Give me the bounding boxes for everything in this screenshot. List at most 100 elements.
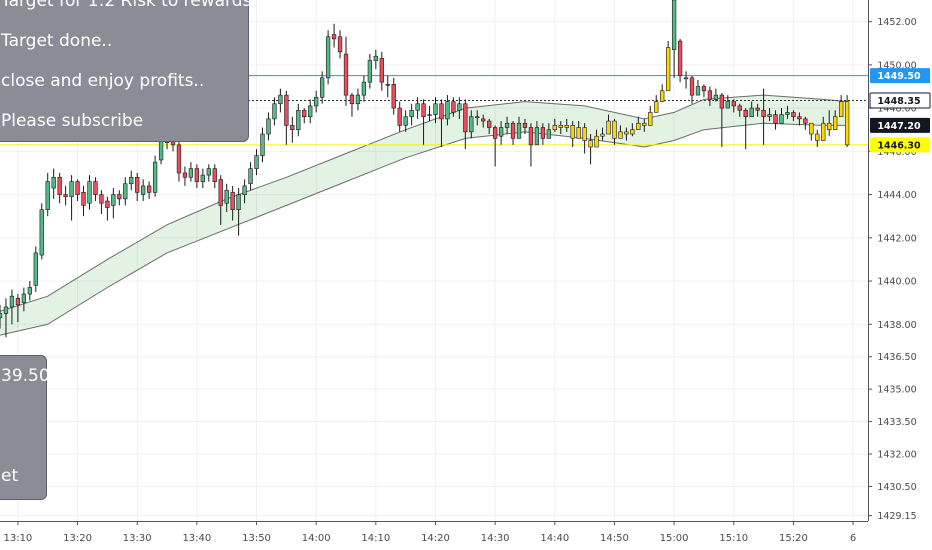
candle[interactable] — [278, 88, 283, 113]
candle[interactable] — [558, 121, 563, 135]
candle[interactable] — [63, 185, 68, 206]
candle[interactable] — [81, 185, 86, 217]
candle[interactable] — [385, 75, 390, 98]
candle[interactable] — [785, 105, 790, 119]
candle[interactable] — [713, 88, 719, 102]
candle[interactable] — [445, 95, 450, 126]
candle[interactable] — [498, 121, 504, 145]
price-label[interactable]: 1447.20 — [870, 117, 930, 133]
candle[interactable] — [123, 177, 128, 206]
candle[interactable] — [695, 79, 701, 96]
candle[interactable] — [660, 84, 665, 102]
candle[interactable] — [415, 97, 420, 119]
candle[interactable] — [457, 97, 462, 119]
candle[interactable] — [516, 116, 522, 139]
candle[interactable] — [588, 134, 593, 165]
candle[interactable] — [284, 90, 289, 145]
candle[interactable] — [319, 71, 325, 104]
candle[interactable] — [3, 298, 9, 338]
candle[interactable] — [636, 116, 641, 131]
candle[interactable] — [188, 162, 194, 182]
candle[interactable] — [254, 149, 259, 176]
candle[interactable] — [99, 190, 104, 215]
candle[interactable] — [779, 108, 784, 124]
annotation-note-top[interactable]: Target for 1:2 Risk to rewards Target do… — [0, 0, 251, 142]
candle[interactable] — [481, 114, 486, 128]
candle[interactable] — [367, 54, 373, 89]
candle[interactable] — [421, 99, 426, 145]
candle[interactable] — [93, 177, 98, 202]
candle[interactable] — [57, 172, 62, 204]
candle[interactable] — [242, 179, 247, 204]
candle[interactable] — [266, 112, 271, 141]
candle[interactable] — [355, 88, 361, 111]
candle[interactable] — [510, 121, 516, 145]
candle[interactable] — [528, 123, 534, 167]
candle[interactable] — [833, 110, 838, 131]
candle[interactable] — [325, 30, 331, 85]
candle[interactable] — [451, 97, 456, 117]
candle[interactable] — [576, 121, 581, 139]
candle[interactable] — [749, 101, 754, 118]
candle[interactable] — [719, 92, 724, 148]
candle[interactable] — [39, 203, 44, 260]
price-label[interactable]: 1448.35 — [869, 92, 931, 109]
candle[interactable] — [534, 121, 540, 146]
candle[interactable] — [624, 127, 629, 141]
candle[interactable] — [27, 281, 32, 301]
candle[interactable] — [212, 164, 217, 189]
candle[interactable] — [105, 196, 110, 221]
candle[interactable] — [379, 51, 384, 91]
candle[interactable] — [546, 123, 551, 139]
candle[interactable] — [475, 110, 480, 126]
candle[interactable] — [403, 110, 408, 132]
candle[interactable] — [803, 116, 808, 130]
candle[interactable] — [176, 140, 182, 182]
candle[interactable] — [827, 110, 832, 137]
candle[interactable] — [200, 168, 205, 189]
candle[interactable] — [594, 129, 599, 148]
candle[interactable] — [111, 188, 116, 219]
candle[interactable] — [135, 172, 140, 202]
candle[interactable] — [683, 71, 689, 89]
candle[interactable] — [427, 105, 432, 122]
candle[interactable] — [397, 101, 402, 132]
candle[interactable] — [182, 166, 188, 186]
candle[interactable] — [296, 103, 301, 137]
candle[interactable] — [606, 114, 611, 135]
candle[interactable] — [725, 95, 730, 109]
candle[interactable] — [224, 183, 229, 212]
candle[interactable] — [433, 97, 438, 124]
candle[interactable] — [492, 125, 498, 167]
candle[interactable] — [564, 118, 569, 132]
candle[interactable] — [152, 155, 158, 197]
candle[interactable] — [463, 99, 468, 150]
candle[interactable] — [773, 110, 778, 130]
candle[interactable] — [839, 95, 844, 118]
candle[interactable] — [671, 0, 677, 78]
candle[interactable] — [701, 84, 707, 98]
candle[interactable] — [236, 188, 241, 236]
candle[interactable] — [797, 112, 802, 126]
candle[interactable] — [391, 77, 396, 115]
candle[interactable] — [677, 38, 683, 83]
candle[interactable] — [51, 168, 56, 199]
candle[interactable] — [248, 162, 253, 191]
candle[interactable] — [218, 175, 223, 225]
candle[interactable] — [87, 175, 92, 210]
candle[interactable] — [75, 179, 80, 202]
candle[interactable] — [314, 90, 319, 113]
candle[interactable] — [337, 30, 343, 59]
candle[interactable] — [666, 41, 671, 92]
candle[interactable] — [141, 179, 146, 202]
candle[interactable] — [504, 116, 510, 135]
candle[interactable] — [540, 123, 546, 145]
candle[interactable] — [642, 118, 647, 132]
candle[interactable] — [522, 118, 528, 135]
candle[interactable] — [439, 99, 444, 148]
candle[interactable] — [767, 108, 772, 122]
candle[interactable] — [487, 118, 492, 135]
candle[interactable] — [409, 103, 414, 126]
candle[interactable] — [755, 103, 760, 117]
candles[interactable] — [0, 0, 850, 338]
